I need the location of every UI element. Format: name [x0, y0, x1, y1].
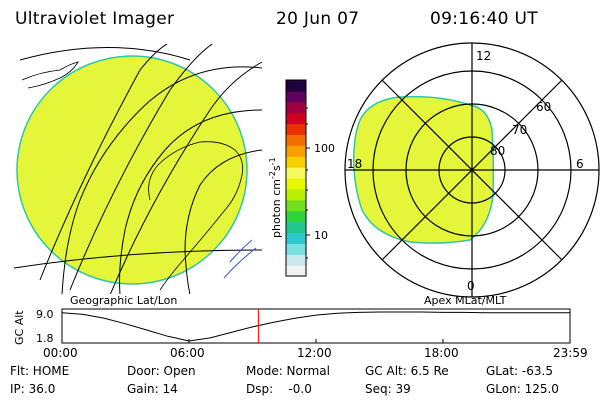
coastline: [21, 61, 79, 89]
coastline: [223, 239, 257, 279]
colorbar-segment: [286, 112, 306, 125]
longitude-line: [14, 249, 263, 269]
status-ip: IP: 36.0: [10, 382, 56, 396]
colorbar-segment: [286, 188, 306, 201]
longitude-line: [109, 61, 263, 294]
status-glat: GLat: -63.5: [486, 364, 553, 378]
status-seq: Seq: 39: [365, 382, 411, 396]
status-flt: Flt: HOME: [10, 364, 70, 378]
altitude-x-ticks: [61, 339, 571, 343]
colorbar-segment: [286, 265, 306, 277]
latitude-circle: [61, 66, 263, 294]
mlt-diagonal: [381, 79, 563, 261]
colorbar-segment: [286, 199, 306, 212]
colorbar-segment: [286, 167, 306, 179]
polar-image-panel: [344, 42, 600, 298]
instrument-title: Ultraviolet Imager: [15, 9, 175, 29]
status-dsp: Dsp: -0.0: [246, 382, 312, 396]
status-door: Door: Open: [127, 364, 196, 378]
mlt-label-6: 6: [576, 157, 584, 171]
status-gain: Gain: 14: [127, 382, 178, 396]
latitude-circle: [184, 149, 263, 294]
colorbar-segment: [286, 243, 306, 255]
longitude-line: [39, 44, 168, 281]
altitude-x-tick: 12:00: [297, 346, 332, 360]
coastline: [148, 141, 244, 291]
mlat-label-80: 80: [490, 144, 505, 158]
altitude-plot-frame: [61, 308, 571, 344]
status-glon: GLon: 125.0: [486, 382, 559, 396]
latitude-circle: [19, 47, 191, 61]
altitude-x-tick: 23:59: [553, 346, 588, 360]
altitude-axis-label: GC Alt: [13, 310, 26, 345]
mlat-label-60: 60: [536, 100, 551, 114]
observation-date: 20 Jun 07: [276, 9, 360, 29]
colorbar-segment: [286, 210, 306, 223]
altitude-x-tick: 00:00: [43, 346, 78, 360]
colorbar-segment: [286, 80, 306, 92]
observation-time: 09:16:40 UT: [430, 9, 538, 29]
altitude-x-tick: 18:00: [424, 346, 459, 360]
colorbar-segment: [286, 178, 306, 190]
status-mode: Mode: Normal: [246, 364, 330, 378]
colorbar-segment: [286, 254, 306, 266]
geo-grid-lines: [14, 44, 263, 294]
status-gc-alt: GC Alt: 6.5 Re: [365, 364, 449, 378]
geo-panel-caption: Geographic Lat/Lon: [70, 294, 177, 307]
latitude-circle: [119, 109, 263, 294]
uv-image-disk: [16, 55, 248, 285]
mlt-label-0: 0: [467, 279, 475, 293]
colorbar-ticks: [306, 107, 310, 259]
polar-grid: [344, 42, 600, 298]
colorbar-segment: [286, 134, 306, 146]
colorbar-segment: [286, 145, 306, 157]
altitude-y-tick-min: 1.8: [36, 332, 54, 345]
mlt-label-12: 12: [476, 49, 491, 63]
altitude-y-tick-max: 9.0: [36, 308, 54, 321]
colorbar-unit-label: photon cm-2s-1: [268, 157, 283, 238]
colorbar-segment: [286, 123, 306, 136]
colorbar-tick-100: 100: [314, 142, 335, 155]
colorbar-tick-10: 10: [314, 229, 328, 242]
colorbar: [286, 80, 306, 277]
colorbar-segment: [286, 221, 306, 234]
colorbar-segment: [286, 101, 306, 114]
polar-panel-caption: Apex MLat/MLT: [424, 294, 507, 307]
mlt-label-18: 18: [347, 157, 362, 171]
geographic-image-panel: [14, 44, 263, 294]
colorbar-segment: [286, 90, 306, 103]
colorbar-frame: [285, 79, 307, 277]
longitude-line: [69, 44, 214, 291]
altitude-x-tick: 06:00: [170, 346, 205, 360]
altitude-curve: [61, 311, 570, 342]
colorbar-segment: [286, 156, 306, 168]
mlat-label-70: 70: [512, 123, 527, 137]
colorbar-segment: [286, 232, 306, 244]
